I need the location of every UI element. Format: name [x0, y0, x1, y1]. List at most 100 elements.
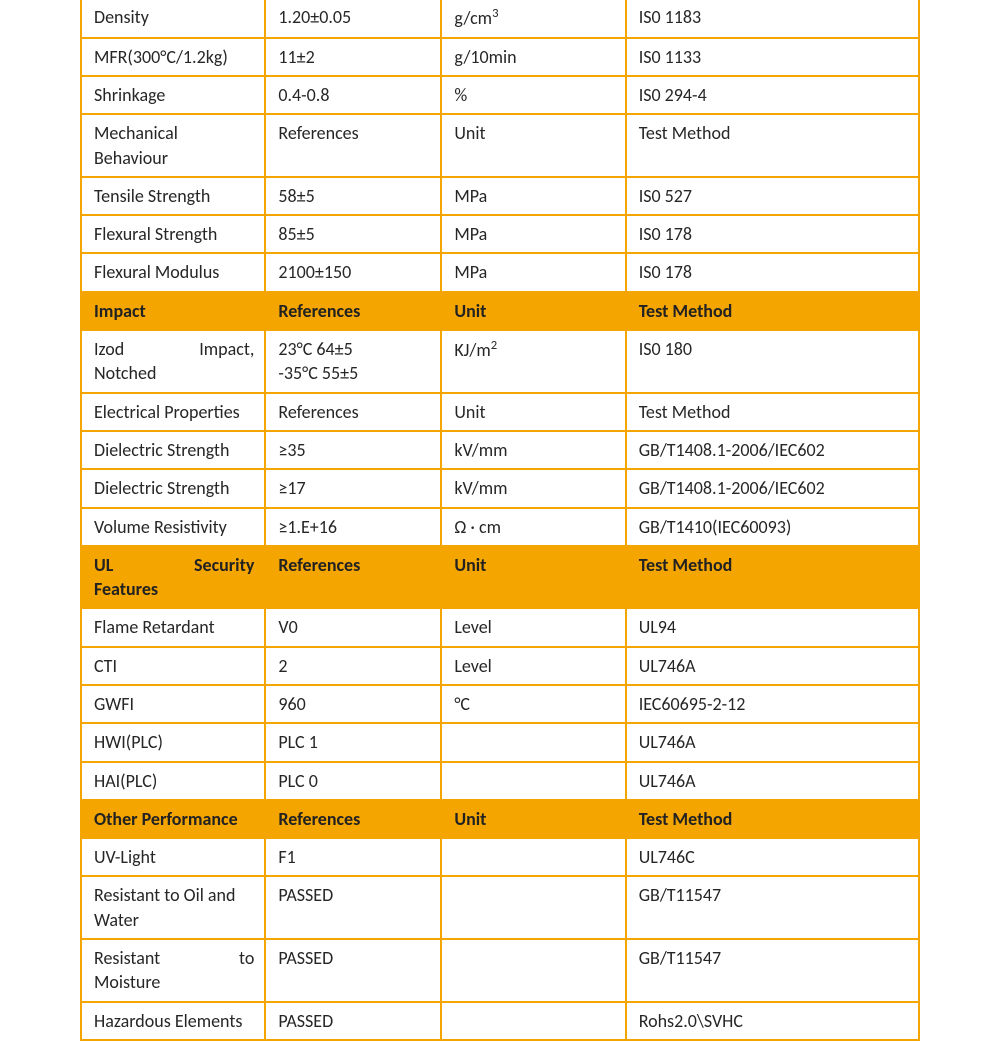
table-row: IzodImpact,Notched23°C 64±5-35°C 55±5KJ/… — [81, 330, 919, 393]
cell-prop: IzodImpact,Notched — [81, 330, 265, 393]
cell-prop: HAI(PLC) — [81, 762, 265, 800]
cell-prop: Shrinkage — [81, 76, 265, 114]
hdr-unit: Unit — [441, 292, 625, 330]
hdr-prop: Impact — [81, 292, 265, 330]
table-row: Dielectric Strength≥35kV/mmGB/T1408.1-20… — [81, 431, 919, 469]
hdr-unit: Unit — [441, 800, 625, 838]
cell-ref: 11±2 — [265, 38, 441, 76]
cell-prop: Flame Retardant — [81, 608, 265, 646]
table-row: CTI2LevelUL746A — [81, 647, 919, 685]
cell-method: IEC60695-2-12 — [626, 685, 919, 723]
cell-method: GB/T1408.1-2006/IEC602 — [626, 431, 919, 469]
cell-ref: 85±5 — [265, 215, 441, 253]
cell-ref: 0.4-0.8 — [265, 76, 441, 114]
cell-method: IS0 527 — [626, 177, 919, 215]
cell-method: UL746A — [626, 762, 919, 800]
cell-ref: 1.20±0.05 — [265, 0, 441, 38]
cell-unit: MPa — [441, 253, 625, 291]
cell-method: IS0 1133 — [626, 38, 919, 76]
table-row: Flexural Strength85±5MPaIS0 178 — [81, 215, 919, 253]
section-header: Other PerformanceReferencesUnitTest Meth… — [81, 800, 919, 838]
cell-unit: Level — [441, 608, 625, 646]
cell-prop: Electrical Properties — [81, 393, 265, 431]
hdr-ref: References — [265, 292, 441, 330]
section-header: ImpactReferencesUnitTest Method — [81, 292, 919, 330]
table-row: Flame RetardantV0LevelUL94 — [81, 608, 919, 646]
cell-prop: Resistant to Oil and Water — [81, 876, 265, 939]
cell-ref: PASSED — [265, 939, 441, 1002]
cell-unit — [441, 876, 625, 939]
cell-ref: References — [265, 393, 441, 431]
cell-method: IS0 1183 — [626, 0, 919, 38]
cell-ref: PLC 0 — [265, 762, 441, 800]
cell-unit: % — [441, 76, 625, 114]
cell-unit — [441, 723, 625, 761]
cell-method: GB/T11547 — [626, 939, 919, 1002]
table-row: Mechanical BehaviourReferencesUnitTest M… — [81, 114, 919, 177]
cell-prop: HWI(PLC) — [81, 723, 265, 761]
table-row: Hazardous ElementsPASSED Rohs2.0\SVHC — [81, 1002, 919, 1040]
cell-method: IS0 294-4 — [626, 76, 919, 114]
cell-method: IS0 178 — [626, 215, 919, 253]
cell-prop: MFR(300°C/1.2kg) — [81, 38, 265, 76]
table-row: Shrinkage0.4-0.8%IS0 294-4 — [81, 76, 919, 114]
table-row: MFR(300°C/1.2kg)11±2g/10minIS0 1133 — [81, 38, 919, 76]
cell-ref: PASSED — [265, 876, 441, 939]
hdr-method: Test Method — [626, 292, 919, 330]
cell-ref: 960 — [265, 685, 441, 723]
hdr-ref: References — [265, 546, 441, 609]
cell-prop: Flexural Strength — [81, 215, 265, 253]
cell-method: GB/T11547 — [626, 876, 919, 939]
table-row: HAI(PLC)PLC 0 UL746A — [81, 762, 919, 800]
cell-method: IS0 180 — [626, 330, 919, 393]
cell-unit: Unit — [441, 393, 625, 431]
cell-unit: Level — [441, 647, 625, 685]
cell-prop: ResistanttoMoisture — [81, 939, 265, 1002]
cell-unit: g/cm3 — [441, 0, 625, 38]
cell-prop: Mechanical Behaviour — [81, 114, 265, 177]
cell-ref: 2100±150 — [265, 253, 441, 291]
cell-unit: g/10min — [441, 38, 625, 76]
cell-ref: ≥1.E+16 — [265, 508, 441, 546]
cell-ref: ≥35 — [265, 431, 441, 469]
table-row: Flexural Modulus2100±150MPaIS0 178 — [81, 253, 919, 291]
cell-method: UL746C — [626, 838, 919, 876]
cell-unit: °C — [441, 685, 625, 723]
cell-ref: ≥17 — [265, 469, 441, 507]
cell-unit — [441, 1002, 625, 1040]
cell-ref: 23°C 64±5-35°C 55±5 — [265, 330, 441, 393]
cell-ref: PLC 1 — [265, 723, 441, 761]
hdr-method: Test Method — [626, 800, 919, 838]
hdr-method: Test Method — [626, 546, 919, 609]
cell-ref: V0 — [265, 608, 441, 646]
cell-prop: Tensile Strength — [81, 177, 265, 215]
cell-unit: Ω · cm — [441, 508, 625, 546]
cell-ref: References — [265, 114, 441, 177]
hdr-prop: Other Performance — [81, 800, 265, 838]
cell-method: Rohs2.0\SVHC — [626, 1002, 919, 1040]
cell-unit: kV/mm — [441, 469, 625, 507]
cell-prop: Hazardous Elements — [81, 1002, 265, 1040]
table-row: Tensile Strength58±5MPaIS0 527 — [81, 177, 919, 215]
cell-unit: MPa — [441, 215, 625, 253]
cell-unit: MPa — [441, 177, 625, 215]
cell-prop: Dielectric Strength — [81, 469, 265, 507]
table-row: Electrical PropertiesReferencesUnitTest … — [81, 393, 919, 431]
cell-ref: PASSED — [265, 1002, 441, 1040]
table-row: GWFI960°CIEC60695-2-12 — [81, 685, 919, 723]
table-row: Volume Resistivity≥1.E+16Ω · cmGB/T1410(… — [81, 508, 919, 546]
table-row: Resistant to Oil and WaterPASSED GB/T1154… — [81, 876, 919, 939]
table-row: Dielectric Strength≥17kV/mmGB/T1408.1-20… — [81, 469, 919, 507]
hdr-ref: References — [265, 800, 441, 838]
cell-unit: KJ/m2 — [441, 330, 625, 393]
properties-table-wrap: Physical PropertiesReferencesUnitTest Me… — [80, 0, 920, 1041]
cell-prop: Dielectric Strength — [81, 431, 265, 469]
cell-ref: F1 — [265, 838, 441, 876]
cell-ref: 2 — [265, 647, 441, 685]
cell-method: Test Method — [626, 393, 919, 431]
cell-method: UL94 — [626, 608, 919, 646]
cell-unit: kV/mm — [441, 431, 625, 469]
cell-method: GB/T1410(IEC60093) — [626, 508, 919, 546]
table-row: Density1.20±0.05g/cm3IS0 1183 — [81, 0, 919, 38]
hdr-unit: Unit — [441, 546, 625, 609]
